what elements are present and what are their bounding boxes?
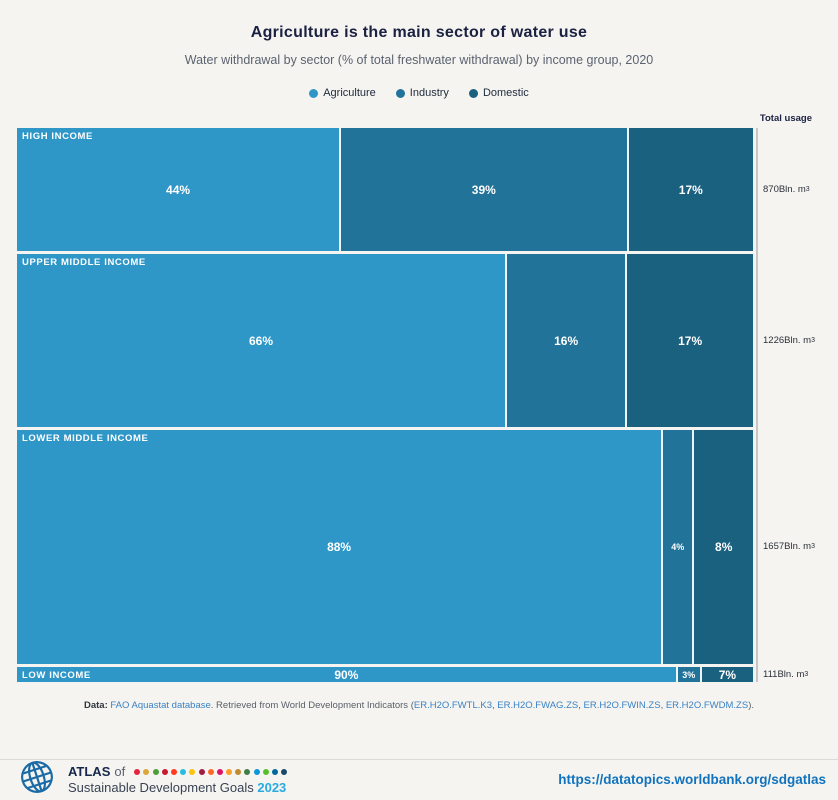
data-source-footnote: Data: FAO Aquastat database. Retrieved f… xyxy=(0,700,838,711)
legend-label: Industry xyxy=(409,87,449,100)
sdg-dot-1 xyxy=(134,768,141,775)
indicator-link-er-h2o-fwin-zs[interactable]: ER.H2O.FWIN.ZS xyxy=(583,700,661,712)
atlas-of-label: of xyxy=(114,764,126,779)
sdg-title-label: Sustainable Development Goals xyxy=(68,779,254,795)
legend-dot-agriculture xyxy=(309,88,319,98)
legend-dot-industry xyxy=(395,88,405,98)
income-group-label: LOW INCOME xyxy=(22,669,91,681)
segment-industry: 39% xyxy=(341,128,629,252)
sdg-dot-3 xyxy=(152,768,159,775)
segment-industry: 4% xyxy=(663,430,695,664)
segment-value-label: 88% xyxy=(327,539,352,554)
income-group-label: UPPER MIDDLE INCOME xyxy=(22,257,146,269)
segment-value-label: 4% xyxy=(671,541,685,552)
income-group-label: LOWER MIDDLE INCOME xyxy=(22,433,149,445)
segment-value-label: 90% xyxy=(334,667,359,682)
chart-subtitle: Water withdrawal by sector (% of total f… xyxy=(184,53,654,68)
atlas-wordmark: ATLAS of Sustainable Development Goals 2… xyxy=(68,764,288,796)
indicator-link-er-h2o-fwdm-zs[interactable]: ER.H2O.FWDM.ZS xyxy=(665,700,749,712)
legend-item-agriculture: Agriculture xyxy=(309,87,376,99)
row-bars: 44% 39% 17% HIGH INCOME xyxy=(17,128,755,252)
row-bars: 88% 4% 8% LOWER MIDDLE INCOME xyxy=(17,430,755,664)
segment-agriculture: 90% xyxy=(17,666,678,683)
legend-item-domestic: Domestic xyxy=(468,87,529,100)
segment-agriculture: 44% xyxy=(17,128,342,252)
atlas-chart-page: Agriculture is the main sector of water … xyxy=(0,24,838,799)
atlas-line1: ATLAS of xyxy=(68,764,288,780)
atlas-label: ATLAS xyxy=(68,764,111,779)
chart-legend: Agriculture Industry Domestic xyxy=(0,87,838,99)
chart-body: 44% 39% 17% HIGH INCOME 870Bln. m 3 66% 16% 17% U… xyxy=(17,128,815,683)
legend-label: Agriculture xyxy=(323,87,376,100)
sdg-dot-9 xyxy=(207,768,214,775)
sdg-dot-12 xyxy=(235,768,242,775)
segment-domestic: 8% xyxy=(694,430,755,664)
segment-domestic: 7% xyxy=(701,666,755,683)
legend-label: Domestic xyxy=(482,87,529,100)
segment-industry: 3% xyxy=(677,666,702,683)
segment-domestic: 17% xyxy=(627,254,755,428)
segment-agriculture: 88% xyxy=(17,430,664,664)
footer-bar: ATLAS of Sustainable Development Goals 2… xyxy=(0,759,838,799)
sdg-dot-7 xyxy=(189,768,196,775)
sdg-dot-11 xyxy=(226,768,233,775)
segment-value-label: 39% xyxy=(471,182,496,197)
segment-value-label: 44% xyxy=(166,182,191,197)
sdg-dot-2 xyxy=(143,768,150,775)
sdg-dot-10 xyxy=(216,768,223,775)
row-bars: 66% 16% 17% UPPER MIDDLE INCOME xyxy=(17,254,755,428)
sdg-dot-15 xyxy=(262,768,269,775)
legend-item-industry: Industry xyxy=(395,87,449,100)
legend-dot-domestic xyxy=(468,88,478,98)
sdg-dot-8 xyxy=(198,768,205,775)
indicator-links: ER.H2O.FWTL.K3, ER.H2O.FWAG.ZS, ER.H2O.F… xyxy=(413,700,749,712)
segment-value-label: 17% xyxy=(678,182,703,197)
segment-value-label: 8% xyxy=(715,539,733,554)
sdg-dot-6 xyxy=(180,768,187,775)
sdg-color-dots xyxy=(134,768,288,775)
segment-value-label: 17% xyxy=(678,333,703,348)
footnote-data-label: Data: xyxy=(84,700,108,712)
world-bank-globe-icon xyxy=(19,759,55,800)
sdg-dot-13 xyxy=(244,768,251,775)
right-axis-line xyxy=(756,128,758,683)
segment-industry: 16% xyxy=(507,254,628,428)
atlas-branding: ATLAS of Sustainable Development Goals 2… xyxy=(19,759,288,800)
sdg-dot-14 xyxy=(253,768,260,775)
chart-title: Agriculture is the main sector of water … xyxy=(250,24,588,41)
segment-value-label: 66% xyxy=(248,333,274,348)
sdg-dot-17 xyxy=(281,768,288,775)
source-link[interactable]: FAO Aquastat database xyxy=(110,700,211,712)
indicator-link-er-h2o-fwtl-k3[interactable]: ER.H2O.FWTL.K3 xyxy=(413,700,492,712)
segment-domestic: 17% xyxy=(628,128,755,252)
mosaic-chart: Total usage 44% 39% 17% HIGH INCOME 870Bln. … xyxy=(17,113,815,683)
sdg-dot-4 xyxy=(161,768,168,775)
total-usage-axis-header: Total usage xyxy=(759,113,812,125)
segment-value-label: 7% xyxy=(718,667,737,682)
footnote-suffix: ). xyxy=(748,700,754,712)
income-group-label: HIGH INCOME xyxy=(22,131,93,143)
segment-value-label: 16% xyxy=(554,333,579,348)
segment-agriculture: 66% xyxy=(17,254,507,428)
sdg-dot-16 xyxy=(272,768,279,775)
footnote-middle-text: . Retrieved from World Development Indic… xyxy=(210,700,414,712)
atlas-year: 2023 xyxy=(257,779,287,795)
indicator-link-er-h2o-fwag-zs[interactable]: ER.H2O.FWAG.ZS xyxy=(497,700,579,712)
atlas-line2: Sustainable Development Goals 2023 xyxy=(68,780,287,796)
segment-value-label: 3% xyxy=(682,669,696,680)
atlas-url-link[interactable]: https://datatopics.worldbank.org/sdgatla… xyxy=(558,772,826,787)
row-bars: 90% 3% 7% LOW INCOME xyxy=(17,666,755,683)
sdg-dot-5 xyxy=(170,768,177,775)
